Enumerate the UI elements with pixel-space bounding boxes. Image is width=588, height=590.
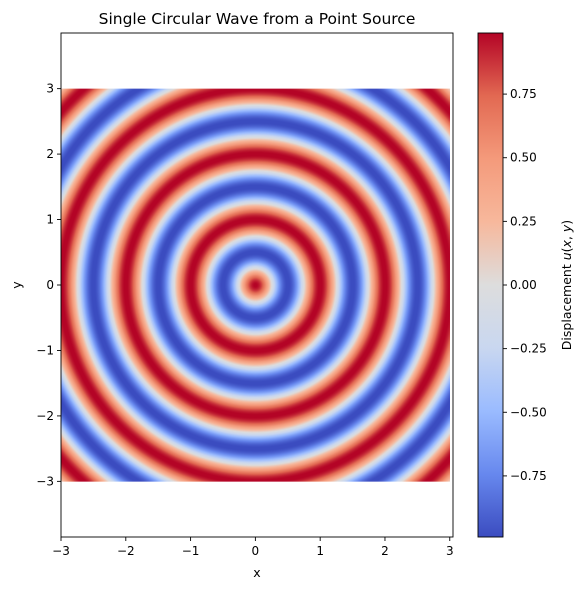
colorbar-label: Displacement u(x, y) — [559, 220, 574, 350]
x-tick-label: −2 — [117, 544, 135, 558]
colorbar-tick-label: −0.75 — [510, 469, 547, 483]
x-tick-label: 3 — [446, 544, 454, 558]
colorbar-label-close-paren: ) — [559, 220, 574, 225]
colorbar-tick-label: 0.50 — [510, 151, 537, 165]
y-tick-label: 0 — [46, 278, 54, 292]
x-axis-ticks: −3 −2 −1 0 1 2 3 — [52, 537, 454, 558]
colorbar-label-x: x — [559, 239, 574, 248]
colorbar-label-y: y — [559, 224, 574, 233]
y-tick-label: −1 — [36, 343, 54, 357]
x-tick-label: 0 — [252, 544, 260, 558]
colorbar-label-u: u — [559, 252, 574, 260]
y-axis-ticks: −3 −2 −1 0 1 2 3 — [36, 82, 61, 488]
colorbar-label-word: Displacement — [559, 260, 574, 350]
heatmap-layer — [61, 88, 450, 482]
y-tick-label: 2 — [46, 147, 54, 161]
colorbar — [477, 32, 504, 538]
colorbar-label-open-paren: ( — [559, 247, 574, 252]
y-tick-label: 1 — [46, 213, 54, 227]
x-tick-label: 2 — [381, 544, 389, 558]
colorbar-label-comma: , — [559, 232, 574, 240]
x-axis-label: x — [253, 565, 260, 580]
heatmap-image — [61, 88, 450, 482]
colorbar-tick-label: −0.25 — [510, 342, 547, 356]
colorbar-ticks: −0.75 −0.50 −0.25 0.00 0.25 0.50 0.75 — [503, 87, 547, 483]
y-tick-label: −2 — [36, 409, 54, 423]
colorbar-tick-label: 0.75 — [510, 87, 537, 101]
y-tick-label: 3 — [46, 82, 54, 96]
colorbar-tick-label: 0.00 — [510, 278, 537, 292]
y-tick-label: −3 — [36, 474, 54, 488]
y-axis-label: y — [9, 281, 24, 289]
x-tick-label: −1 — [182, 544, 200, 558]
x-tick-label: 1 — [316, 544, 324, 558]
colorbar-tick-label: −0.50 — [510, 405, 547, 419]
x-tick-label: −3 — [52, 544, 70, 558]
colorbar-tick-label: 0.25 — [510, 214, 537, 228]
chart-title: Single Circular Wave from a Point Source — [99, 10, 416, 28]
